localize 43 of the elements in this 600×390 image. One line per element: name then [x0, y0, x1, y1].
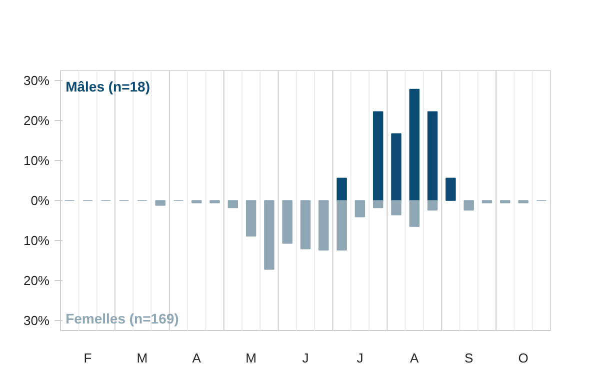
- y-tick-label: 10%: [23, 233, 50, 248]
- bar: [500, 200, 510, 204]
- bar: [318, 200, 329, 250]
- bar: [264, 200, 274, 270]
- bar: [409, 88, 420, 201]
- bar: [300, 200, 311, 250]
- x-tick-label: F: [84, 350, 92, 366]
- bar: [518, 200, 528, 204]
- bar: [354, 200, 366, 218]
- y-tick-label: 20%: [23, 113, 50, 128]
- x-tick-label: O: [518, 350, 528, 366]
- x-tick-label: A: [410, 350, 420, 366]
- bar: [191, 200, 202, 204]
- bar: [391, 133, 402, 201]
- bar: [228, 200, 238, 208]
- y-tick-label: 10%: [23, 153, 50, 168]
- bar: [210, 200, 220, 204]
- text: Femelles (n=169): [66, 310, 179, 326]
- bar: [482, 200, 492, 204]
- bar: [246, 200, 256, 236]
- bar: [464, 200, 474, 210]
- bar: [155, 200, 166, 206]
- x-tick-label: J: [356, 350, 364, 366]
- y-tick-label: 20%: [23, 273, 50, 288]
- bar: [446, 178, 456, 201]
- text: Mâles (n=18): [66, 78, 150, 94]
- x-tick-label: M: [246, 350, 256, 366]
- y-tick-label: 30%: [23, 313, 50, 328]
- x-tick-label: J: [302, 350, 309, 366]
- x-tick-label: A: [192, 350, 202, 366]
- y-tick-label: 0%: [30, 193, 50, 208]
- bar: [427, 111, 438, 201]
- x-tick-label: S: [464, 350, 474, 366]
- y-tick-label: 30%: [23, 73, 50, 88]
- bar: [391, 200, 402, 216]
- bar: [427, 200, 438, 210]
- x-tick-label: M: [136, 350, 148, 366]
- bar: [372, 111, 384, 201]
- bar: [336, 200, 347, 250]
- bar: [409, 200, 420, 227]
- bar: [336, 178, 347, 201]
- bar: [372, 200, 384, 208]
- bar: [282, 200, 292, 244]
